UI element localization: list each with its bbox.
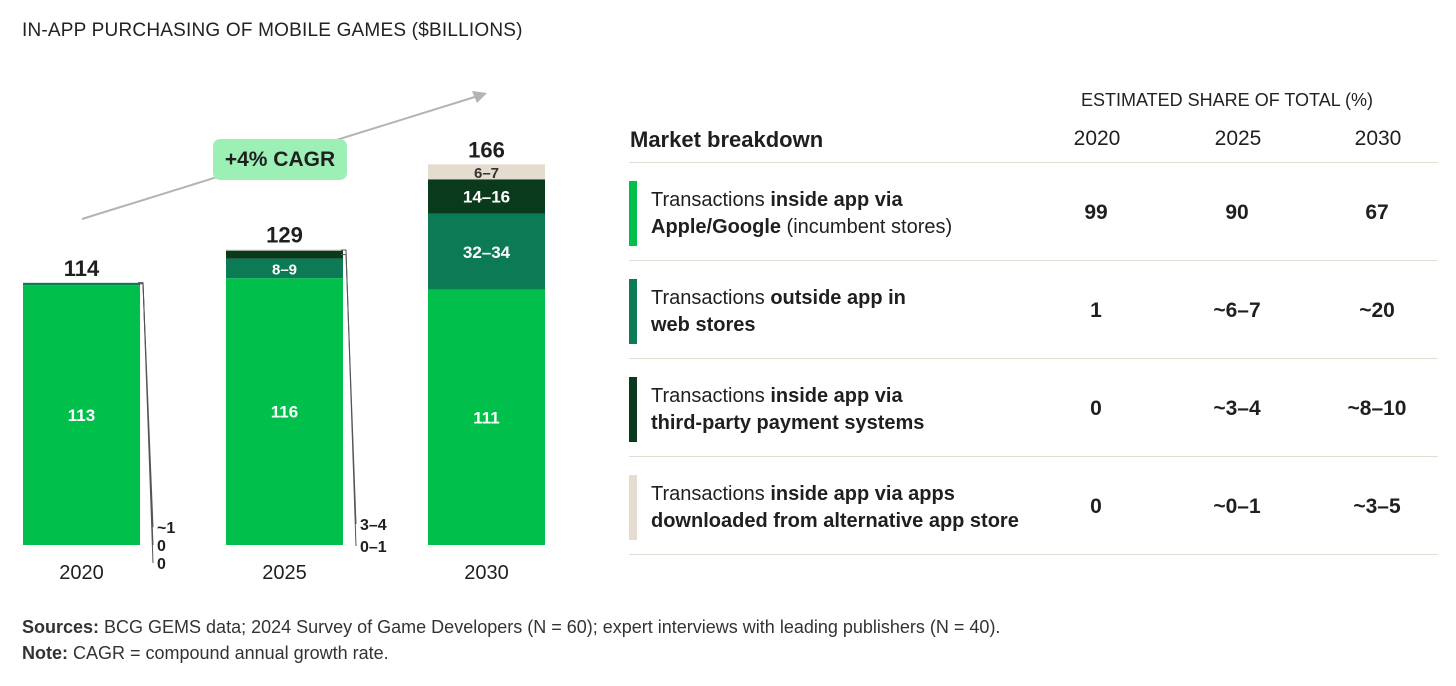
bar-segment [226, 278, 343, 545]
row-label: Transactions inside app via third-party p… [651, 385, 925, 434]
segment-value-label: 32–34 [463, 243, 511, 262]
legend-swatch [629, 181, 637, 246]
legend-swatch [629, 377, 637, 442]
table-header: Market breakdown 2020 2025 2030 [629, 122, 1438, 162]
share-value-2030: ~8–10 [1347, 397, 1407, 420]
segment-value-label: 6–7 [474, 165, 499, 182]
segment-value-label: 111 [473, 408, 500, 427]
x-tick-label: 2030 [464, 562, 509, 584]
row-label: Transactions inside app via Apple/Google … [651, 189, 953, 238]
segment-value-label: 0–1 [360, 539, 387, 556]
market-breakdown-table: Market breakdown 2020 2025 2030 Transact… [629, 122, 1438, 555]
legend-swatch [629, 475, 637, 540]
segment-value-label: 116 [271, 403, 298, 422]
share-value-2030: 67 [1365, 201, 1389, 224]
cagr-arrowhead [472, 91, 487, 103]
share-value-2020: 99 [1084, 201, 1108, 224]
callout-leader-line [138, 282, 154, 564]
legend-swatch [629, 279, 637, 344]
table-row: Transactions inside app via apps download… [629, 457, 1438, 555]
cagr-badge: +4% CAGR [213, 139, 347, 180]
footer-notes: Sources: BCG GEMS data; 2024 Survey of G… [22, 614, 1000, 666]
x-tick-label: 2020 [59, 562, 104, 584]
bar-segment [23, 285, 140, 545]
bar-segment [226, 250, 343, 259]
bar-segment [428, 164, 545, 180]
share-value-2025: ~6–7 [1213, 299, 1261, 322]
bar-segment [428, 213, 545, 290]
bar-total-label: 166 [468, 137, 505, 162]
share-value-2020: 0 [1090, 397, 1102, 420]
bar-total-label: 114 [64, 256, 100, 281]
segment-value-label: 8–9 [272, 261, 297, 278]
row-label: Transactions inside app via apps download… [651, 483, 1019, 532]
year-header-2020: 2020 [1073, 127, 1121, 150]
market-breakdown-heading: Market breakdown [630, 127, 824, 152]
x-tick-label: 2025 [262, 562, 307, 584]
bar-segment [428, 179, 545, 214]
year-header-2030: 2030 [1354, 127, 1402, 150]
chart-title: IN-APP PURCHASING OF MOBILE GAMES ($BILL… [22, 20, 523, 41]
segment-value-label: 14–16 [463, 188, 510, 207]
callout-leader-line [341, 249, 357, 547]
table-row: Transactions inside app via third-party p… [629, 359, 1438, 457]
row-label: Transactions outside app in web stores [651, 287, 906, 336]
segment-value-label: 113 [68, 406, 95, 425]
bar-segment [428, 289, 545, 545]
segment-value-label: ~1 [157, 520, 175, 537]
share-value-2025: ~0–1 [1213, 495, 1261, 518]
share-value-2020: 0 [1090, 495, 1102, 518]
year-header-2025: 2025 [1214, 127, 1262, 150]
bar-segment [226, 258, 343, 279]
table-row: Transactions inside app via Apple/Google … [629, 163, 1438, 261]
share-table-title: ESTIMATED SHARE OF TOTAL (%) [1081, 90, 1374, 110]
note-line: Note: CAGR = compound annual growth rate… [22, 643, 389, 663]
segment-value-label: 3–4 [360, 517, 387, 534]
stacked-bar-chart: 1142020113~10012920251168–93–40–11662030… [23, 91, 545, 584]
segment-value-label: 0 [157, 538, 166, 555]
share-value-2030: ~20 [1359, 299, 1395, 322]
segment-value-label: 0 [157, 556, 166, 573]
share-value-2030: ~3–5 [1353, 495, 1401, 518]
share-value-2025: ~3–4 [1213, 397, 1261, 420]
bar-total-label: 129 [266, 222, 303, 247]
bar-segment [226, 249, 343, 251]
sources-line: Sources: BCG GEMS data; 2024 Survey of G… [22, 617, 1001, 637]
share-value-2020: 1 [1090, 299, 1102, 322]
bar-segment [23, 282, 140, 286]
share-value-2025: 90 [1225, 201, 1249, 224]
table-row: Transactions outside app in web stores 1 ~6… [629, 261, 1438, 359]
